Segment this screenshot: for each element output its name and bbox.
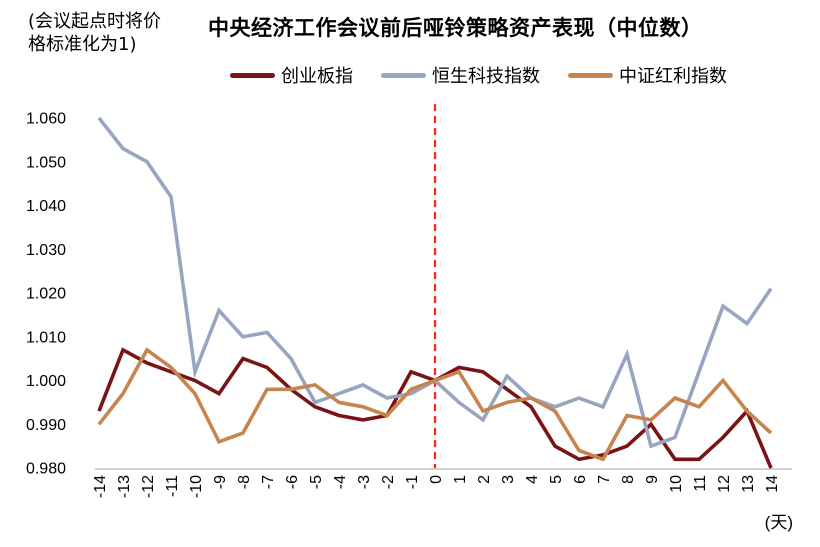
x-tick-label: -13 <box>116 475 133 498</box>
x-tick-label: -5 <box>308 475 325 489</box>
x-tick-label: 2 <box>476 475 493 484</box>
x-tick-label: 12 <box>716 475 733 493</box>
x-tick-label: -14 <box>92 475 109 498</box>
series-line-dividend <box>97 347 773 462</box>
legend-swatch-hstech <box>381 72 426 78</box>
chart-title: 中央经济工作会议前后哑铃策略资产表现（中位数） <box>208 16 703 40</box>
normalization-note-line1: (会议起点时将价 <box>28 11 162 32</box>
y-tick-label: 0.990 <box>26 417 66 434</box>
x-tick-label: -3 <box>356 475 373 489</box>
x-tick-label: 1 <box>452 475 469 484</box>
x-tick-label: -9 <box>212 475 229 489</box>
x-tick-label: -1 <box>404 475 421 489</box>
y-tick-label: 1.030 <box>26 242 66 259</box>
legend-item-chinext: 创业板指 <box>230 62 353 88</box>
y-tick-label: 1.020 <box>26 286 66 303</box>
legend-label-hstech: 恒生科技指数 <box>432 66 540 87</box>
y-tick-label: 1.060 <box>26 111 66 128</box>
y-tick-label: 0.980 <box>26 461 66 478</box>
legend-swatch-chinext <box>230 72 275 78</box>
x-tick-label: 8 <box>620 475 637 484</box>
legend-label-chinext: 创业板指 <box>281 66 353 87</box>
x-tick-label: 11 <box>692 475 709 492</box>
x-tick-label: -8 <box>236 475 253 489</box>
x-tick-label: 0 <box>428 475 445 484</box>
x-axis-unit-label: (天) <box>765 513 793 532</box>
x-tick-label: 7 <box>596 475 613 484</box>
y-tick-label: 1.010 <box>26 329 66 346</box>
x-tick-label: 13 <box>740 475 757 493</box>
x-tick-label: -4 <box>332 475 349 489</box>
y-tick-label: 1.050 <box>26 154 66 171</box>
x-tick-label: -7 <box>260 475 277 489</box>
x-tick-label: 3 <box>500 475 517 484</box>
legend: 创业板指 恒生科技指数 中证红利指数 <box>230 62 727 88</box>
legend-item-dividend: 中证红利指数 <box>568 62 727 88</box>
normalization-note-line2: 格标准化为1) <box>28 34 137 56</box>
x-tick-label: -11 <box>164 475 181 497</box>
legend-item-hstech: 恒生科技指数 <box>381 62 540 88</box>
y-tick-label: 1.040 <box>26 198 66 215</box>
x-tick-label: -10 <box>188 475 205 498</box>
x-tick-label: -2 <box>380 475 397 489</box>
x-tick-label: 10 <box>668 475 685 493</box>
x-tick-label: -12 <box>140 475 157 498</box>
x-tick-label: 6 <box>572 475 589 484</box>
x-tick-label: 14 <box>764 475 781 493</box>
x-tick-label: -6 <box>284 475 301 489</box>
normalization-note: (会议起点时将价 格标准化为1) <box>28 10 198 56</box>
legend-label-dividend: 中证红利指数 <box>619 66 727 87</box>
x-tick-label: 5 <box>548 475 565 484</box>
y-tick-label: 1.000 <box>26 373 66 390</box>
legend-swatch-dividend <box>568 72 613 78</box>
x-tick-label: 4 <box>524 475 541 484</box>
x-tick-label: 9 <box>644 475 661 484</box>
